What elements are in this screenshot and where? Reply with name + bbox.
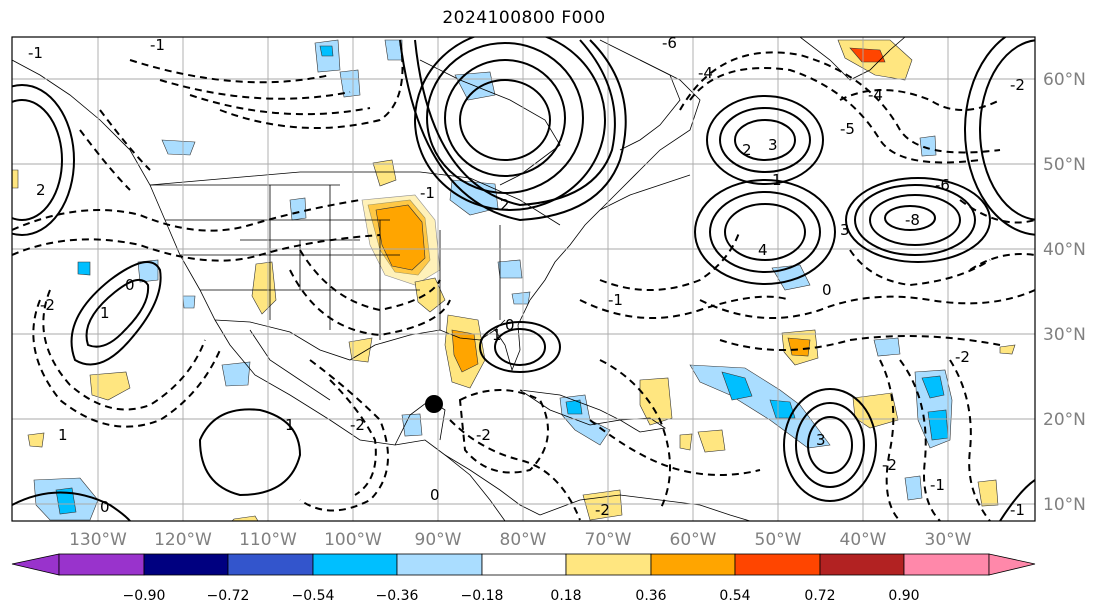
svg-text:3: 3 bbox=[840, 221, 850, 239]
svg-text:1: 1 bbox=[772, 171, 782, 189]
svg-text:-1: -1 bbox=[1010, 501, 1025, 519]
svg-text:2: 2 bbox=[742, 141, 752, 159]
colorbar-tick: −0.18 bbox=[461, 588, 504, 604]
lon-label: 80°W bbox=[500, 530, 547, 550]
lon-label: 110°W bbox=[239, 530, 297, 550]
colorbar bbox=[11, 553, 1036, 576]
colorbar-tick: −0.72 bbox=[207, 588, 250, 604]
svg-text:1: 1 bbox=[285, 416, 295, 434]
lat-label: 30°N bbox=[1043, 325, 1086, 345]
storm-center-marker bbox=[425, 395, 443, 413]
lon-label: 90°W bbox=[415, 530, 462, 550]
svg-text:0: 0 bbox=[430, 486, 440, 504]
lon-label: 100°W bbox=[324, 530, 382, 550]
map-title: 2024100800 F000 bbox=[442, 8, 606, 28]
shaded-anomalies bbox=[12, 39, 1016, 521]
svg-text:1: 1 bbox=[100, 304, 110, 322]
svg-text:-2: -2 bbox=[476, 426, 491, 444]
svg-text:-6: -6 bbox=[662, 34, 677, 52]
colorbar-tick: −0.36 bbox=[376, 588, 419, 604]
svg-text:-1: -1 bbox=[930, 476, 945, 494]
colorbar-tick: 0.72 bbox=[804, 588, 835, 604]
svg-text:-4: -4 bbox=[698, 64, 713, 82]
svg-text:-1: -1 bbox=[28, 44, 43, 62]
svg-text:-5: -5 bbox=[840, 120, 855, 138]
svg-text:4: 4 bbox=[758, 241, 768, 259]
colorbar-tick: 0.18 bbox=[550, 588, 581, 604]
svg-text:-2: -2 bbox=[1010, 76, 1025, 94]
svg-text:-2: -2 bbox=[350, 416, 365, 434]
latitude-labels: 60°N 50°N 40°N 30°N 20°N 10°N bbox=[1043, 70, 1086, 515]
lon-label: 120°W bbox=[154, 530, 212, 550]
lon-label: 70°W bbox=[585, 530, 632, 550]
lon-label: 50°W bbox=[755, 530, 802, 550]
svg-text:-2: -2 bbox=[955, 348, 970, 366]
lon-label: 60°W bbox=[670, 530, 717, 550]
svg-text:3: 3 bbox=[768, 136, 778, 154]
colorbar-tick: 0.36 bbox=[635, 588, 666, 604]
lat-label: 20°N bbox=[1043, 410, 1086, 430]
lon-label: 30°W bbox=[925, 530, 972, 550]
svg-text:2: 2 bbox=[500, 196, 510, 214]
svg-text:-1: -1 bbox=[608, 291, 623, 309]
svg-text:-2: -2 bbox=[882, 456, 897, 474]
svg-text:-1: -1 bbox=[150, 36, 165, 54]
svg-text:0: 0 bbox=[505, 316, 515, 334]
svg-text:0: 0 bbox=[822, 281, 832, 299]
map-border bbox=[11, 36, 1036, 522]
colorbar-tick: 0.90 bbox=[888, 588, 919, 604]
svg-text:-2: -2 bbox=[40, 296, 55, 314]
colorbar-tick-labels: −0.90 −0.72 −0.54 −0.36 −0.18 0.18 0.36 … bbox=[123, 588, 920, 604]
lon-label: 130°W bbox=[69, 530, 127, 550]
longitude-labels: 130°W 120°W 110°W 100°W 90°W 80°W 70°W 6… bbox=[69, 530, 972, 550]
contour-labels: -1 -1 -2 1 0 -6 -4 -4 -2 -5 -6 2 1 0 -1 … bbox=[28, 34, 1025, 519]
lat-label: 40°N bbox=[1043, 240, 1086, 260]
positive-contours bbox=[12, 37, 1035, 521]
colorbar-tick: −0.90 bbox=[123, 588, 166, 604]
svg-text:2: 2 bbox=[36, 181, 46, 199]
svg-text:0: 0 bbox=[125, 276, 135, 294]
lon-label: 40°W bbox=[840, 530, 887, 550]
svg-text:1: 1 bbox=[492, 326, 502, 344]
svg-text:-1: -1 bbox=[420, 184, 435, 202]
map-background bbox=[12, 37, 1035, 521]
svg-text:0: 0 bbox=[100, 498, 110, 516]
svg-text:1: 1 bbox=[58, 426, 68, 444]
colorbar-tick: 0.54 bbox=[719, 588, 750, 604]
lat-label: 50°N bbox=[1043, 155, 1086, 175]
svg-text:-6: -6 bbox=[935, 176, 950, 194]
colorbar-tick: −0.54 bbox=[292, 588, 335, 604]
svg-text:3: 3 bbox=[816, 431, 826, 449]
negative-contours bbox=[12, 39, 1035, 521]
lat-label: 60°N bbox=[1043, 70, 1086, 90]
svg-text:-8: -8 bbox=[905, 211, 920, 229]
lat-label: 10°N bbox=[1043, 495, 1086, 515]
svg-text:-2: -2 bbox=[595, 501, 610, 519]
svg-text:-4: -4 bbox=[868, 86, 883, 104]
